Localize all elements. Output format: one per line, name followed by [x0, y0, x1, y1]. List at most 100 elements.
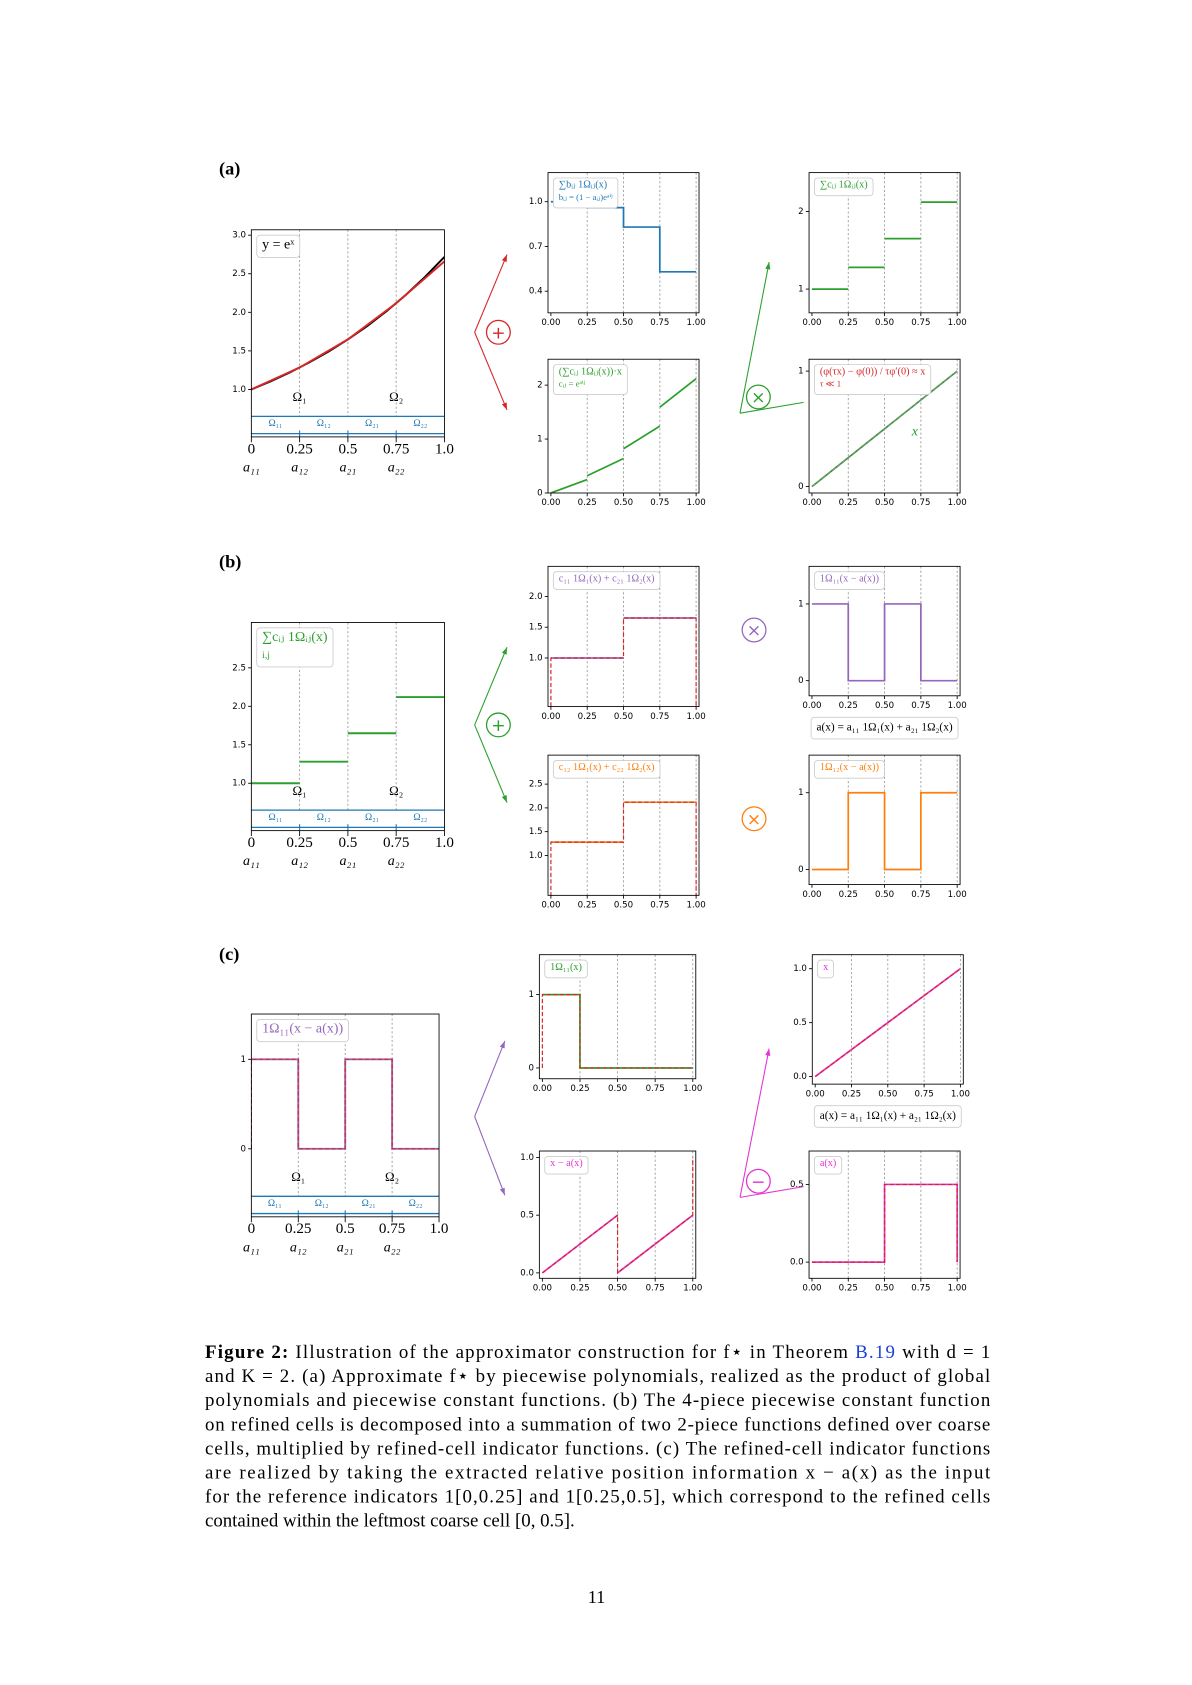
arrow-head — [501, 402, 508, 410]
x-tick-label: 0.25 — [839, 890, 858, 900]
legend-text: 1Ω₁₂(x − a(x)) — [820, 762, 879, 773]
y-tick-label: 0.5 — [790, 1180, 804, 1190]
x-tick-label: 0.50 — [614, 901, 633, 911]
dashed-line — [251, 1058, 440, 1150]
subplot: 0.00 0.25 0.50 0.75 1.00 0 1 1Ω₁₁(x − a(x)) a(x)… — [798, 565, 967, 740]
axes-frame — [808, 1150, 961, 1279]
y-tick-label: 0.5 — [520, 1211, 534, 1221]
y-tick-label: 0.5 — [793, 1018, 807, 1028]
legend: (∑cᵢⱼ 1Ωᵢⱼ(x))·x cᵢⱼ = eᵃⁱʲ — [552, 364, 628, 396]
axes-frame — [250, 229, 445, 438]
x-tick-label: 0.75 — [650, 498, 669, 508]
legend: 1Ω₁₂(x − a(x)) — [814, 760, 885, 779]
legend-box — [552, 571, 661, 590]
x-tick-label: 1.00 — [687, 498, 706, 508]
legend: 1Ω₁₁(x − a(x)) — [814, 571, 885, 590]
cell-label: Ω₁ — [293, 783, 307, 798]
arrow — [474, 1116, 506, 1196]
annotation: x — [911, 424, 919, 439]
x-tick-label: 0.25 — [578, 712, 597, 722]
x-tick-label: 0.25 — [570, 1084, 589, 1094]
axes-frame — [808, 358, 961, 494]
panel-label: (c) — [219, 944, 239, 965]
dashed-line — [541, 994, 693, 1069]
x-tick-label-secondary: a₁₂ — [291, 854, 308, 869]
y-tick-label: 2.0 — [232, 308, 246, 318]
arrow — [739, 1048, 770, 1198]
caption-label: Figure 2: — [205, 1342, 288, 1363]
legend-text: 1Ω₁₁(x − a(x)) — [820, 573, 879, 584]
x-tick-label: 1.00 — [948, 890, 967, 900]
x-tick-label: 0.25 — [286, 835, 312, 851]
x-tick-label: 0.25 — [578, 901, 597, 911]
x-tick-label: 0.00 — [802, 890, 821, 900]
legend-box — [552, 364, 628, 396]
y-tick-label: 0.0 — [520, 1268, 534, 1278]
arrow-head — [499, 1040, 505, 1049]
subcell-label: Ω₂₁ — [362, 1198, 376, 1209]
x-tick-label: 0.75 — [911, 318, 930, 328]
x-tick-label: 0.75 — [383, 441, 409, 457]
x-tick-label: 0.5 — [336, 1221, 355, 1237]
subcell-label: Ω₁₁ — [268, 418, 282, 429]
cell-label: Ω₂ — [385, 1169, 399, 1184]
legend: x − a(x) — [544, 1155, 589, 1175]
operator-circle — [485, 319, 511, 345]
legend: ∑cᵢⱼ 1Ωᵢⱼ(x) — [814, 177, 874, 197]
subplot: 0.00 0.25 0.50 0.75 1.00 1.0 1.5 2.0 c₁₁ 1Ω₁(x) … — [529, 565, 706, 722]
x-tick-label: 0.25 — [570, 1284, 589, 1294]
axes-frame — [808, 172, 961, 314]
x-tick-label: 0.5 — [338, 835, 357, 851]
x-tick-label-secondary: a₂₂ — [388, 460, 405, 475]
y-tick-label: 1.0 — [232, 385, 246, 395]
y-tick-label: 1 — [798, 788, 803, 798]
legend-text: i,j — [262, 650, 270, 661]
legend-text: τ ≪ 1 — [820, 379, 841, 389]
subplot: 0 a₁₁ 0.25 a₁₂ 0.5 a₂₁ 0.75 a₂₂ 1.0 1.0 1.5 2.0 2.5 3… — [232, 229, 454, 475]
x-tick-label-secondary: a₁₁ — [243, 854, 260, 869]
y-tick-label: 1.0 — [529, 197, 543, 207]
legend-text: x — [823, 962, 828, 973]
y-tick-label: 1.0 — [529, 653, 543, 663]
operator-symbol: × — [747, 810, 761, 830]
note: a(x) = a₁₁ 1Ω₁(x) + a₂₁ 1Ω₂(x) — [813, 1105, 962, 1128]
legend-text: ∑cᵢⱼ 1Ωᵢⱼ(x) — [820, 180, 868, 191]
y-tick-label: 0 — [528, 1063, 533, 1073]
legend-text: ∑cᵢⱼ 1Ωᵢⱼ(x) — [262, 630, 328, 645]
arrow-head — [499, 1187, 505, 1196]
x-tick-label: 1.0 — [435, 835, 454, 851]
page-number: 11 — [588, 1587, 606, 1607]
x-tick-label: 0.50 — [608, 1284, 627, 1294]
subplot: 0.00 0.25 0.50 0.75 1.00 0.0 0.5 a(x) — [790, 1150, 967, 1294]
x-tick-label: 1.0 — [430, 1221, 449, 1237]
x-tick-label: 0.50 — [875, 890, 894, 900]
legend: c₁₁ 1Ω₁(x) + c₂₁ 1Ω₂(x) — [552, 571, 661, 590]
x-tick-label: 0.75 — [650, 901, 669, 911]
x-tick-label-secondary: a₂₂ — [388, 854, 405, 869]
legend: (φ(τx) − φ(0)) / τφ′(0) ≈ x τ ≪ 1 — [814, 364, 932, 396]
x-tick-label: 0.00 — [541, 318, 560, 328]
x-tick-label-secondary: a₁₁ — [243, 460, 260, 475]
x-tick-label: 1.00 — [951, 1089, 970, 1099]
x-tick-label: 0.00 — [802, 498, 821, 508]
x-tick-label: 0.00 — [802, 318, 821, 328]
x-tick-label: 0.75 — [646, 1284, 665, 1294]
cell-label: Ω₁ — [293, 389, 307, 404]
y-tick-label: 2.0 — [529, 803, 543, 813]
x-tick-label: 0.00 — [802, 1284, 821, 1294]
line — [251, 260, 445, 391]
operator-symbol: × — [751, 388, 765, 408]
x-tick-label: 0.75 — [383, 835, 409, 851]
axes-frame — [547, 565, 700, 708]
operator-circle — [741, 617, 767, 643]
legend-text: 1Ω₁₁(x) — [550, 962, 582, 973]
dashed-line — [814, 968, 961, 1078]
y-tick-label: 2.0 — [232, 702, 246, 712]
arrow-base — [739, 401, 804, 414]
arrow — [739, 262, 770, 414]
caption-line: and K = 2. (a) Approximate f⋆ by piecewi… — [205, 1366, 990, 1387]
note: a(x) = a₁₁ 1Ω₁(x) + a₂₁ 1Ω₂(x) — [810, 716, 959, 740]
legend: x — [817, 959, 835, 979]
arrow — [474, 332, 508, 411]
arrow — [474, 724, 508, 803]
